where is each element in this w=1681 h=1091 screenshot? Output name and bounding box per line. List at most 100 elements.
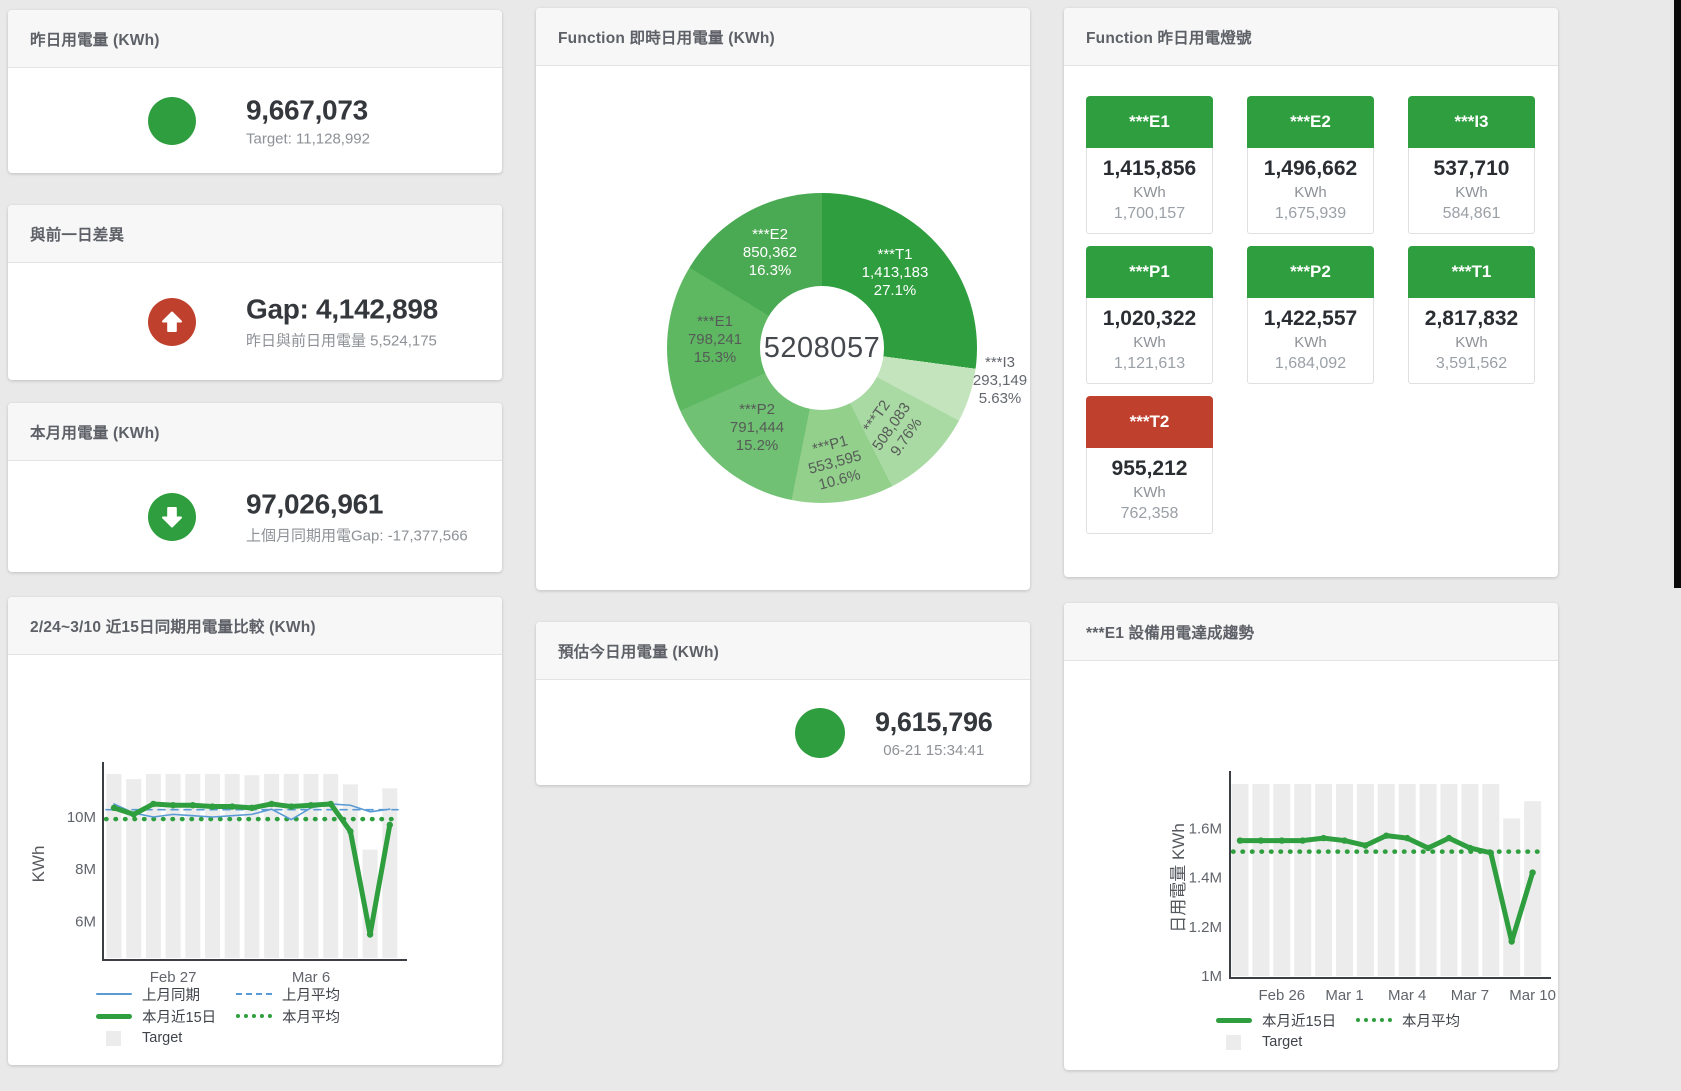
tile-unit: KWh [1294, 184, 1327, 201]
stat-subtitle: Target: 11,128,992 [246, 130, 370, 147]
legend-item[interactable]: 本月近15日 [1216, 1010, 1356, 1031]
card-title: ***E1 設備用電達成趨勢 [1086, 624, 1255, 642]
svg-text:Mar 1: Mar 1 [1325, 987, 1363, 1004]
svg-text:6M: 6M [75, 913, 96, 930]
card-estimate-today: 預估今日用電量 (KWh) 9,615,796 06-21 15:34:41 [536, 622, 1030, 785]
svg-text:1.2M: 1.2M [1189, 919, 1222, 936]
tile-unit: KWh [1133, 484, 1166, 501]
svg-text:日用電量 KWh: 日用電量 KWh [1169, 823, 1188, 933]
legend-item[interactable]: 上月平均 [236, 984, 376, 1005]
tile-header: ***E2 [1247, 96, 1374, 148]
card-title: 預估今日用電量 (KWh) [558, 643, 720, 661]
legend-box-swatch [106, 1030, 121, 1046]
donut-slice-label-p2: ***P2 791,444 15.2% [729, 401, 785, 454]
card-header: 2/24~3/10 近15日同期用電量比較 (KWh) [8, 597, 502, 655]
legend-label: Target [142, 1030, 183, 1046]
light-tile: ***T2 955,212 KWh 762,358 [1086, 396, 1213, 534]
legend-item[interactable]: Target [1216, 1034, 1356, 1050]
right-edge-dark-strip [1674, 0, 1681, 588]
tile-unit: KWh [1455, 184, 1488, 201]
svg-text:1.4M: 1.4M [1189, 870, 1222, 887]
card-header: 本月用電量 (KWh) [8, 403, 502, 461]
light-tile: ***E1 1,415,856 KWh 1,700,157 [1086, 96, 1213, 234]
card-title: 與前一日差異 [30, 226, 125, 244]
card-title: 本月用電量 (KWh) [30, 424, 160, 442]
tile-unit: KWh [1133, 184, 1166, 201]
tile-unit: KWh [1133, 334, 1166, 351]
card-title: 2/24~3/10 近15日同期用電量比較 (KWh) [30, 618, 316, 636]
stat-timestamp: 06-21 15:34:41 [883, 741, 985, 759]
card-lights: Function 昨日用電燈號 ***E1 1,415,856 KWh 1,700,1… [1064, 8, 1558, 577]
tile-value: 537,710 [1433, 157, 1510, 180]
legend-box-swatch [1226, 1034, 1241, 1050]
status-circle-icon [148, 96, 196, 145]
tile-body: 537,710 KWh 584,861 [1408, 148, 1535, 234]
compare-chart-legend: 上月同期 上月平均本月近15日 本月平均 Target [96, 983, 376, 1049]
tile-header: ***T1 [1408, 246, 1535, 298]
tile-body: 1,422,557 KWh 1,684,092 [1247, 298, 1374, 384]
tile-target: 1,684,092 [1274, 355, 1347, 372]
stat-value: 97,026,961 [246, 488, 384, 519]
legend-line-swatch [236, 1014, 272, 1018]
card-title: 昨日用電量 (KWh) [30, 31, 160, 49]
legend-item[interactable]: 上月同期 [96, 984, 236, 1005]
tile-body: 1,020,322 KWh 1,121,613 [1086, 298, 1213, 384]
tile-target: 584,861 [1442, 205, 1501, 222]
donut-slice-label-i3: ***I3 293,149 5.63% [972, 354, 1028, 407]
tile-unit: KWh [1294, 334, 1327, 351]
card-month-usage: 本月用電量 (KWh) 97,026,961 上個月同期用電Gap: -17,3… [8, 403, 502, 572]
stat-value: 9,667,073 [246, 94, 368, 125]
card-realtime-donut: Function 即時日用電量 (KWh) 5208057 ***T1 1,41… [536, 8, 1030, 590]
card-trend-chart: ***E1 設備用電達成趨勢 1M 1.2M 1.4M 1.6M Feb 26 Mar 1… [1064, 603, 1558, 1070]
tile-unit: KWh [1455, 334, 1488, 351]
tile-body: 1,496,662 KWh 1,675,939 [1247, 148, 1374, 234]
stat-subtitle: 昨日與前日用電量 5,524,175 [246, 332, 437, 349]
legend-item[interactable]: 本月近15日 [96, 1006, 236, 1027]
legend-label: 本月近15日 [1262, 1013, 1337, 1030]
legend-line-swatch [1356, 1018, 1392, 1022]
legend-item[interactable]: 本月平均 [1356, 1010, 1496, 1031]
tile-target: 1,675,939 [1274, 205, 1347, 222]
card-header: Function 即時日用電量 (KWh) [536, 8, 1030, 66]
up-arrow-icon [148, 297, 196, 346]
trend-chart-legend: 本月近15日 本月平均 Target [1216, 1009, 1496, 1053]
svg-text:10M: 10M [67, 809, 96, 826]
tile-value: 955,212 [1111, 457, 1188, 480]
svg-text:Mar 4: Mar 4 [1388, 987, 1426, 1004]
tile-value: 1,020,322 [1102, 307, 1197, 330]
card-header: 與前一日差異 [8, 205, 502, 263]
tile-body: 955,212 KWh 762,358 [1086, 448, 1213, 534]
light-tile: ***E2 1,496,662 KWh 1,675,939 [1247, 96, 1374, 234]
tile-target: 1,121,613 [1113, 355, 1186, 372]
tile-target: 1,700,157 [1113, 205, 1186, 222]
card-header: 預估今日用電量 (KWh) [536, 622, 1030, 680]
tile-target: 3,591,562 [1435, 355, 1508, 372]
legend-item[interactable]: 本月平均 [236, 1006, 376, 1027]
tile-header: ***E1 [1086, 96, 1213, 148]
donut-slice-label-e1: ***E1 798,241 15.3% [687, 313, 743, 366]
legend-line-swatch [1216, 1017, 1252, 1023]
legend-line-swatch [236, 993, 272, 995]
legend-line-swatch [96, 993, 132, 995]
tile-value: 1,415,856 [1102, 157, 1197, 180]
donut-slice-label-t1: ***T1 1,413,183 27.1% [861, 246, 929, 299]
legend-label: 上月平均 [282, 987, 340, 1004]
legend-label: 本月平均 [1402, 1013, 1460, 1030]
lights-grid: ***E1 1,415,856 KWh 1,700,157 ***E2 1,496,662… [1086, 96, 1538, 534]
svg-text:Mar 10: Mar 10 [1509, 987, 1556, 1004]
card-title: Function 即時日用電量 (KWh) [558, 29, 775, 47]
svg-text:8M: 8M [75, 861, 96, 878]
legend-item[interactable]: Target [96, 1030, 236, 1046]
card-yesterday-usage: 昨日用電量 (KWh) 9,667,073 Target: 11,128,992 [8, 10, 502, 173]
svg-text:Mar 7: Mar 7 [1451, 987, 1489, 1004]
donut-hole: 5208057 [760, 286, 884, 410]
tile-body: 2,817,832 KWh 3,591,562 [1408, 298, 1535, 384]
stat-subtitle: 上個月同期用電Gap: -17,377,566 [246, 527, 468, 544]
donut-slice-label-e2: ***E2 850,362 16.3% [742, 226, 798, 279]
svg-text:1M: 1M [1201, 968, 1222, 985]
stat-value: 9,615,796 [875, 706, 993, 737]
tile-value: 1,496,662 [1263, 157, 1358, 180]
tile-header: ***P2 [1247, 246, 1374, 298]
donut-center-total: 5208057 [763, 331, 881, 364]
tile-target: 762,358 [1120, 505, 1179, 522]
